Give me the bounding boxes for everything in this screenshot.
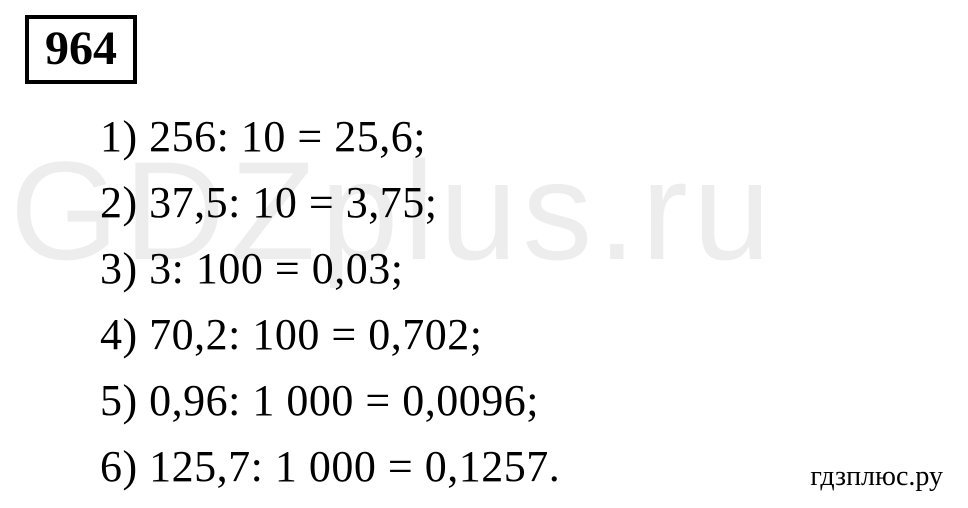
solution-index: 4): [100, 310, 138, 359]
solution-index: 6): [100, 442, 138, 491]
solution-index: 1): [100, 112, 138, 161]
solution-line-5: 5) 0,96: 1 000 = 0,0096;: [100, 368, 968, 434]
solution-expression: 37,5: 10 = 3,75;: [149, 178, 437, 227]
solution-expression: 125,7: 1 000 = 0,1257.: [149, 442, 560, 491]
solution-line-4: 4) 70,2: 100 = 0,702;: [100, 302, 968, 368]
solution-index: 5): [100, 376, 138, 425]
solution-index: 3): [100, 244, 138, 293]
solution-expression: 256: 10 = 25,6;: [149, 112, 426, 161]
problem-number: 964: [45, 22, 117, 75]
solution-expression: 0,96: 1 000 = 0,0096;: [149, 376, 539, 425]
solution-line-6: 6) 125,7: 1 000 = 0,1257.: [100, 434, 968, 500]
solution-line-2: 2) 37,5: 10 = 3,75;: [100, 170, 968, 236]
solution-line-3: 3) 3: 100 = 0,03;: [100, 236, 968, 302]
solution-index: 2): [100, 178, 138, 227]
problem-number-box: 964: [25, 15, 137, 84]
solution-list: 1) 256: 10 = 25,6; 2) 37,5: 10 = 3,75; 3…: [20, 104, 968, 500]
solution-expression: 3: 100 = 0,03;: [149, 244, 403, 293]
solution-line-1: 1) 256: 10 = 25,6;: [100, 104, 968, 170]
content-container: 964 1) 256: 10 = 25,6; 2) 37,5: 10 = 3,7…: [20, 15, 968, 500]
solution-expression: 70,2: 100 = 0,702;: [149, 310, 482, 359]
